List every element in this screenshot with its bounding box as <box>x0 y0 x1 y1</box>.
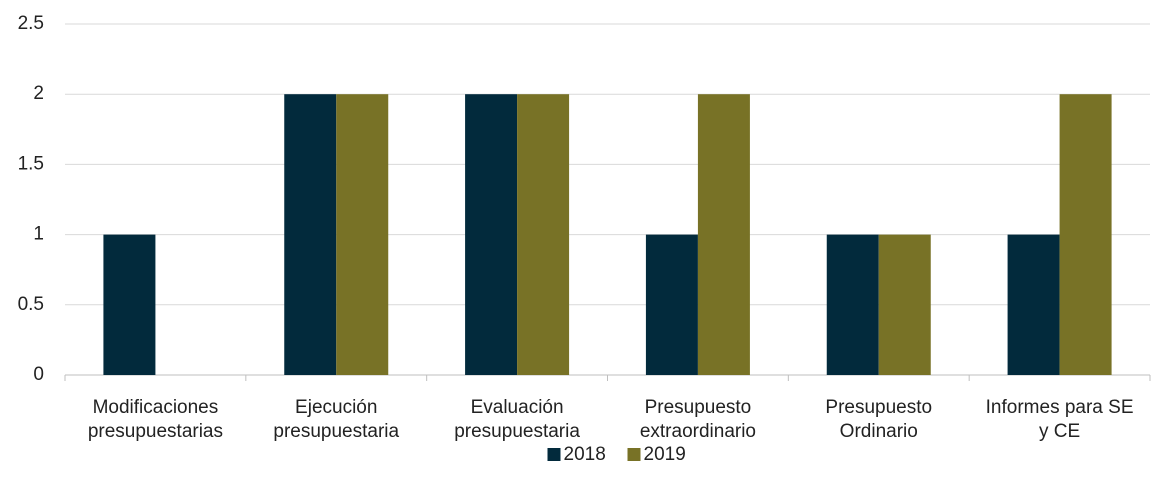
x-tick-label: Modificaciones presupuestarias <box>88 397 223 442</box>
legend-swatch <box>547 448 561 461</box>
y-tick-label: 1 <box>33 224 44 245</box>
y-tick-label: 0.5 <box>18 294 44 315</box>
legend-label: 2019 <box>644 444 686 465</box>
legend-label: 2018 <box>564 444 606 465</box>
x-tick-label: Presupuesto Ordinario <box>825 397 932 442</box>
bar <box>103 234 156 375</box>
bar <box>645 234 698 375</box>
y-tick-label: 2 <box>33 83 44 104</box>
bar <box>465 94 518 375</box>
x-tick-label: Ejecución presupuestaria <box>273 397 399 442</box>
x-tick-label: Evaluación presupuestaria <box>454 397 580 442</box>
y-tick-label: 0 <box>33 364 44 385</box>
x-tick-label: Informes para SE y CE <box>986 397 1134 442</box>
bar <box>1007 234 1060 375</box>
x-tick-label: Presupuesto extraordinario <box>640 397 756 442</box>
bar <box>284 94 337 375</box>
bar <box>697 94 750 375</box>
bar <box>517 94 570 375</box>
y-tick-label: 2.5 <box>18 13 44 34</box>
bar <box>336 94 389 375</box>
y-tick-label: 1.5 <box>18 153 44 174</box>
legend-swatch <box>627 448 641 461</box>
bar <box>1059 94 1112 375</box>
bar <box>878 234 931 375</box>
bar <box>826 234 879 375</box>
